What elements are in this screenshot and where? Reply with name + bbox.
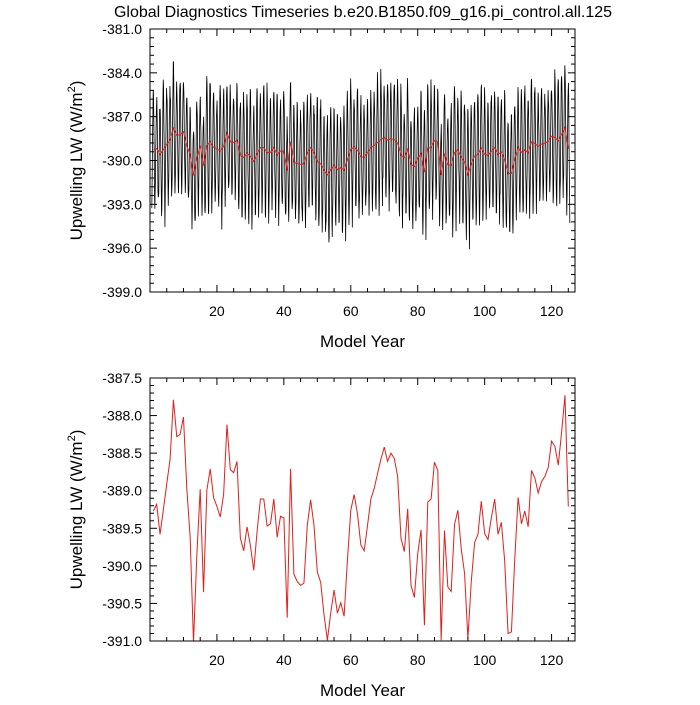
y-axis-title-text: Upwelling LW (W/m [67, 441, 86, 589]
x-tick-label: 20 [209, 652, 225, 668]
x-tick-label: 120 [540, 652, 564, 668]
x-tick-label: 60 [343, 303, 359, 319]
y-tick-label: -387.0 [102, 109, 142, 125]
y-axis-title-close: ) [67, 81, 86, 87]
y-axis-title: Upwelling LW (W/m2) [66, 430, 86, 590]
x-tick-label: 80 [410, 652, 426, 668]
y-axis-title: Upwelling LW (W/m2) [66, 81, 86, 241]
x-tick-label: 40 [276, 652, 292, 668]
x-axis-title: Model Year [320, 681, 405, 700]
y-axis-title-text: Upwelling LW (W/m [67, 92, 86, 240]
x-tick-label: 120 [540, 303, 564, 319]
x-tick-label: 20 [209, 303, 225, 319]
y-tick-label: -389.0 [102, 483, 142, 499]
x-tick-label: 60 [343, 652, 359, 668]
y-tick-label: -381.0 [102, 21, 142, 37]
y-tick-label: -390.0 [102, 153, 142, 169]
x-tick-label: 40 [276, 303, 292, 319]
y-tick-label: -396.0 [102, 240, 142, 256]
bottom-panel: 20 40 60 80 100 120 -387.5 -388.0 -388.5 -389.0 -3… [66, 370, 576, 700]
y-tick-label: -387.5 [102, 370, 142, 386]
y-tick-label: -390.0 [102, 558, 142, 574]
y-tick-label: -388.5 [102, 445, 142, 461]
figure-title: Global Diagnostics Timeseries b.e20.B185… [114, 4, 612, 21]
y-tick-label: -393.0 [102, 196, 142, 212]
x-tick-label: 100 [473, 303, 497, 319]
y-tick-label: -390.5 [102, 595, 142, 611]
plot-frame [149, 377, 576, 642]
plot-frame [149, 28, 576, 293]
top-panel: 20 40 60 80 100 120 -381.0 -384.0 -387.0 -390.0 -3… [66, 21, 576, 351]
annual-mean-series-line [153, 125, 569, 177]
y-tick-label: -391.0 [102, 633, 142, 649]
y-tick-label: -388.0 [102, 408, 142, 424]
y-tick-label: -384.0 [102, 65, 142, 81]
monthly-series-line [151, 61, 571, 250]
annual-mean-series-line [152, 395, 569, 641]
y-axis-title-close: ) [67, 430, 86, 436]
y-tick-label: -399.0 [102, 284, 142, 300]
y-tick-label: -389.5 [102, 520, 142, 536]
x-tick-label: 80 [410, 303, 426, 319]
x-axis-title: Model Year [320, 332, 405, 351]
y-axis-title-superscript: 2 [66, 435, 78, 441]
x-tick-label: 100 [473, 652, 497, 668]
y-axis-title-superscript: 2 [66, 86, 78, 92]
